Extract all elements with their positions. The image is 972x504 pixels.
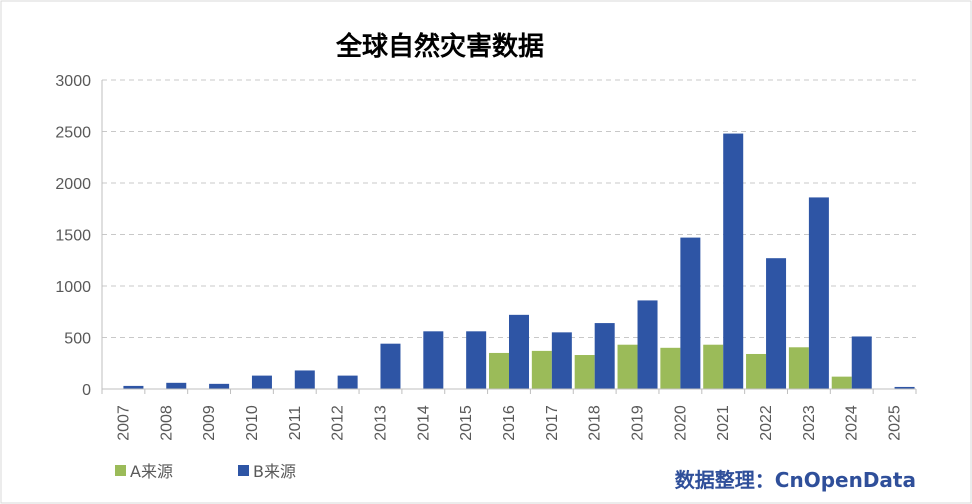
bar-b-2012 <box>337 375 358 389</box>
bar-b-2023 <box>808 197 829 389</box>
bar-b-2013 <box>380 343 401 389</box>
bar-b-2011 <box>294 370 315 389</box>
bar-a-2023 <box>788 347 809 389</box>
bar-b-2014 <box>423 331 444 389</box>
bar-a-2022 <box>746 353 767 389</box>
x-tick-label: 2015 <box>458 405 475 441</box>
x-tick-label: 2016 <box>501 405 518 441</box>
y-tick-label: 1500 <box>55 228 91 245</box>
y-tick-label: 2500 <box>55 125 91 142</box>
bar-b-2015 <box>466 331 487 389</box>
bar-b-2007 <box>123 385 144 389</box>
x-tick-label: 2018 <box>587 405 604 441</box>
bar-a-2019 <box>617 344 638 389</box>
bar-b-2009 <box>209 383 230 389</box>
bar-a-2017 <box>531 350 552 389</box>
credit-text: 数据整理：CnOpenData <box>675 468 916 492</box>
bar-b-2020 <box>680 237 701 389</box>
bar-b-2016 <box>509 314 529 389</box>
legend: A来源 B来源 <box>115 462 296 481</box>
y-axis-ticks: 0 500 1000 1500 2000 2500 3000 <box>55 73 91 399</box>
x-tick-label: 2010 <box>244 405 261 441</box>
bar-b-2022 <box>766 258 787 389</box>
x-tick-label: 2008 <box>158 405 175 441</box>
bar-b-2017 <box>551 332 572 389</box>
bar-a-2020 <box>660 347 681 389</box>
chart-title: 全球自然灾害数据 <box>335 31 544 62</box>
x-axis-ticks: 2007 2008 2009 2010 2011 2012 2013 2014 2015 2016… <box>115 405 903 441</box>
bar-a-2021 <box>703 344 724 389</box>
bar-b-2008 <box>166 382 187 389</box>
legend-swatch-b <box>238 465 249 476</box>
x-tick-label: 2013 <box>372 405 389 441</box>
y-tick-label: 500 <box>64 331 91 348</box>
x-tick-label: 2024 <box>844 405 861 441</box>
x-tick-label: 2009 <box>201 405 218 441</box>
legend-swatch-a <box>115 465 126 476</box>
x-tick-label: 2019 <box>630 405 647 441</box>
x-tick-label: 2021 <box>715 405 732 441</box>
bar-b-2018 <box>594 323 615 389</box>
x-tick-label: 2012 <box>330 405 347 441</box>
bar-a-2024 <box>831 376 852 389</box>
y-tick-label: 0 <box>82 382 91 399</box>
legend-label-b: B来源 <box>253 462 296 481</box>
y-tick-label: 3000 <box>55 73 91 90</box>
axes <box>101 80 917 394</box>
x-tick-label: 2011 <box>287 406 304 441</box>
bar-b-2021 <box>723 133 744 389</box>
bar-b-2024 <box>851 336 872 389</box>
bars <box>123 133 915 389</box>
x-tick-label: 2007 <box>115 405 132 441</box>
legend-label-a: A来源 <box>130 462 173 481</box>
bar-b-2010 <box>251 375 272 389</box>
y-tick-label: 1000 <box>55 279 91 296</box>
bar-b-2025 <box>894 386 915 389</box>
bar-b-2019 <box>637 300 658 389</box>
x-tick-label: 2025 <box>887 405 904 441</box>
x-tick-label: 2020 <box>672 405 689 441</box>
bar-a-2016 <box>489 352 509 389</box>
x-tick-label: 2023 <box>801 405 818 441</box>
x-tick-label: 2014 <box>415 405 432 441</box>
x-tick-label: 2017 <box>544 405 561 441</box>
x-tick-label: 2022 <box>758 405 775 441</box>
y-tick-label: 2000 <box>55 176 91 193</box>
bar-a-2018 <box>574 355 595 389</box>
